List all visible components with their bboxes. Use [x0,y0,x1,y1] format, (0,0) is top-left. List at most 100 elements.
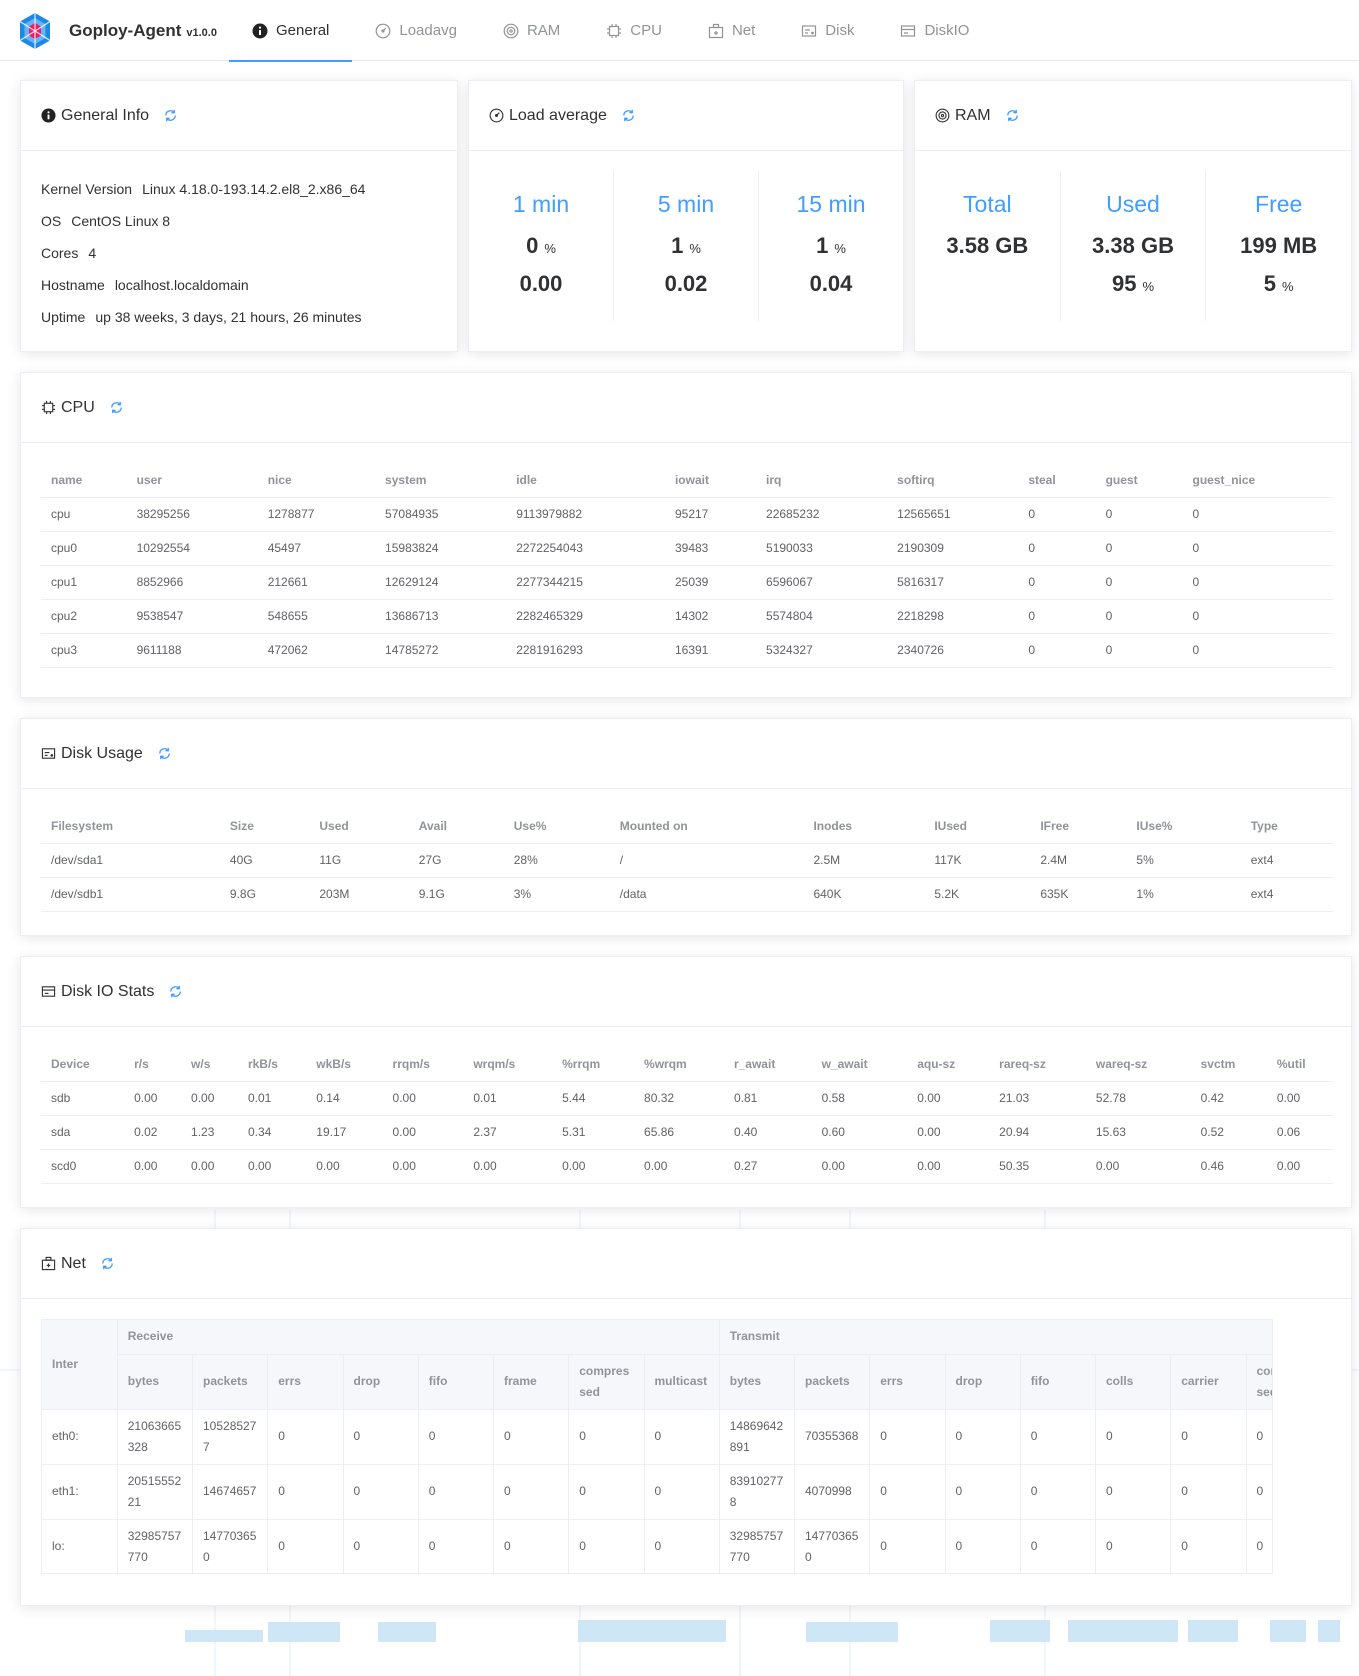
tab-loadavg[interactable]: Loadavg [352,0,480,61]
table-cell: 3% [503,877,610,912]
column-header: r/s [124,1047,182,1082]
table-cell: /dev/sda1 [41,843,220,878]
table-cell: 50.35 [989,1149,1086,1184]
table-cell: 2190309 [887,531,1019,566]
column-header: idle [506,463,665,498]
tab-ram[interactable]: RAM [480,0,583,61]
refresh-icon[interactable] [157,746,172,761]
tab-label: CPU [630,22,662,39]
table-cell: 0 [1095,633,1183,668]
logo-icon [19,13,51,49]
table-cell: 0.02 [124,1115,182,1150]
table-cell: 2272254043 [506,531,665,566]
disk-io-card: Disk IO Stats Device r/s w/s rkB/s wkB/s rrqm… [20,956,1352,1208]
percent-unit: % [544,241,556,256]
table-cell: 0 [1246,1519,1272,1573]
table-cell: 0.00 [382,1081,464,1116]
percent-unit: % [689,241,701,256]
table-cell: sda [41,1115,125,1150]
table-cell: 57084935 [375,497,507,532]
table-cell: 0 [343,1409,419,1465]
table-cell: 0.00 [181,1149,238,1184]
info-value: Linux 4.18.0-193.14.2.el8_2.x86_64 [142,181,366,197]
table-cell: 52.78 [1085,1081,1191,1116]
table-cell: 2277344215 [506,565,665,600]
refresh-icon[interactable] [163,108,178,123]
stat-label: 15 min [796,191,866,217]
tab-disk[interactable]: Disk [778,0,877,61]
table-cell: 12629124 [375,565,507,600]
table-cell: 0.01 [237,1081,307,1116]
column-header: frame [493,1354,570,1410]
table-cell: cpu [41,497,127,532]
column-header: multicast [644,1354,720,1410]
table-cell: 0 [945,1464,1021,1520]
percent-value: 1 [816,233,829,258]
table-cell: 0 [869,1409,946,1465]
net-card: Net Inter Receive Transmit bytes packets e… [20,1228,1352,1606]
table-cell: 0.00 [1085,1149,1191,1184]
table-cell: 0 [1095,531,1183,566]
card-header: Disk Usage [21,719,1351,789]
column-header: rareq-sz [989,1047,1086,1082]
column-header: Used [309,809,409,844]
net-table-scroll[interactable]: Inter Receive Transmit bytes packets errs d… [41,1319,1273,1574]
column-header: errs [267,1354,344,1410]
table-cell: 0 [1018,599,1096,634]
refresh-icon[interactable] [109,400,124,415]
table-cell: 0.00 [811,1149,908,1184]
table-cell: 0 [1182,633,1333,668]
table-cell: 1.23 [181,1115,238,1150]
tab-general[interactable]: General [229,0,353,62]
column-header: guest_nice [1182,463,1333,498]
gauge-icon [375,23,391,39]
table-cell: 0 [1020,1519,1097,1573]
table-cell: 472062 [257,633,376,668]
table-cell: 39483 [664,531,757,566]
table-cell: cpu2 [41,599,127,634]
table-cell: 10292554 [126,531,258,566]
card-header: Net [21,1229,1351,1299]
table-cell: /dev/sdb1 [41,877,220,912]
refresh-icon[interactable] [168,984,183,999]
table-row: eth0: 21063665328 105285277 0 0 0 0 0 0 148696428… [42,1409,1272,1465]
table-cell: 0 [568,1464,645,1520]
percent-value: 1 [671,233,684,258]
percent-unit: % [834,241,846,256]
card-header: General Info [21,81,457,151]
table-cell: 2.37 [463,1115,553,1150]
refresh-icon[interactable] [1005,108,1020,123]
refresh-icon[interactable] [100,1256,115,1271]
table-cell: 0 [1020,1409,1097,1465]
column-header: fifo [418,1354,495,1410]
table-cell: 105285277 [192,1409,269,1465]
refresh-icon[interactable] [621,108,636,123]
tab-net[interactable]: Net [685,0,778,61]
column-header: errs [869,1354,946,1410]
column-header: system [375,463,507,498]
diskio-icon [900,23,916,39]
app-version: v1.0.0 [186,27,217,39]
brand[interactable]: Goploy-Agent v1.0.0 [18,12,217,50]
cpu-icon [41,400,56,415]
table-cell: 0.58 [811,1081,908,1116]
table-cell: 0 [418,1409,495,1465]
table-cell: 5190033 [756,531,888,566]
general-info-card: General Info Kernel Version Linux 4.18.0… [20,80,458,352]
column-header: r_await [723,1047,812,1082]
stat-free: Free 199 MB 5% [1206,171,1351,321]
table-cell: 13686713 [375,599,507,634]
card-title: Disk Usage [61,744,143,762]
card-header: Disk IO Stats [21,957,1351,1027]
table-cell: 0 [493,1519,570,1573]
table-cell: 9.1G [408,877,504,912]
table-cell: 0.00 [124,1081,182,1116]
tab-diskio[interactable]: DiskIO [877,0,992,61]
table-cell: 95217 [664,497,757,532]
info-value: CentOS Linux 8 [71,213,171,229]
stat-used: Used 3.38 GB 95% [1061,171,1207,321]
table-cell: 0 [1246,1464,1272,1520]
tab-cpu[interactable]: CPU [583,0,685,61]
table-row: cpu2 9538547 548655 13686713 2282465329 14302… [41,599,1333,634]
tab-label: Net [731,22,756,39]
